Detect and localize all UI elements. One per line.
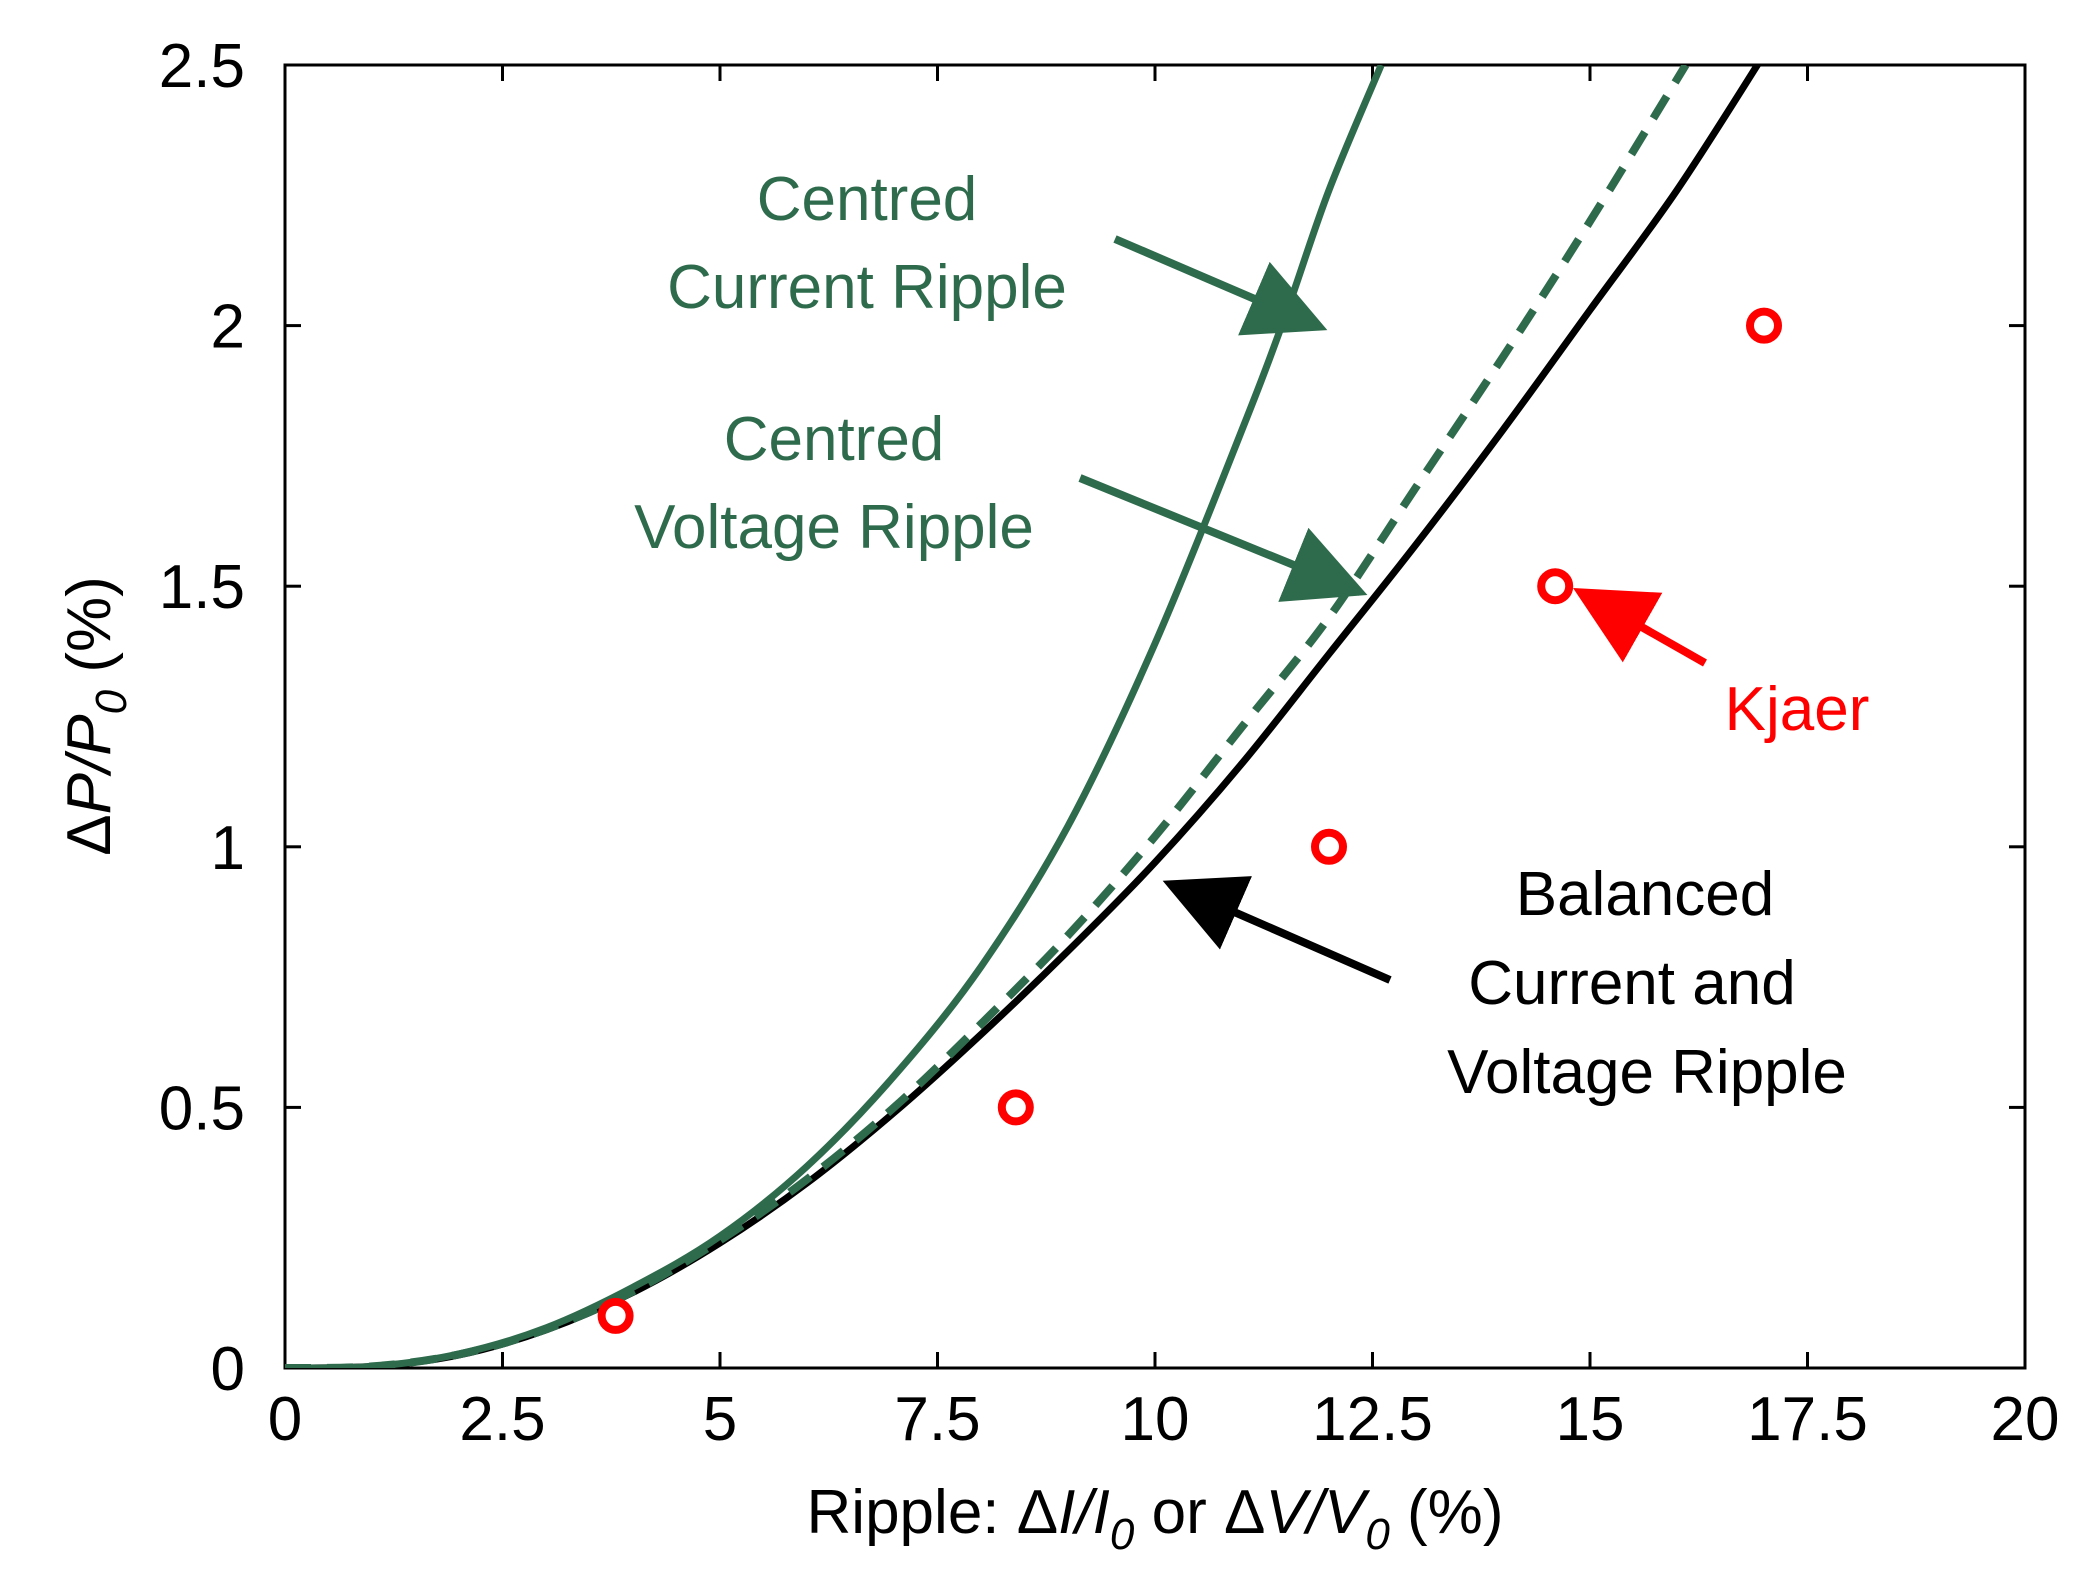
x-tick-label: 2.5 — [459, 1385, 545, 1454]
series-centred-current-ripple — [285, 65, 1385, 1368]
annotation-centred-current-line2: Current Ripple — [667, 253, 1067, 322]
x-tick-label: 12.5 — [1312, 1385, 1433, 1454]
y-axis-ticks: 0 0.5 1 1.5 2 2.5 — [159, 32, 2025, 1404]
annotation-balanced-line1: Balanced — [1516, 860, 1775, 929]
x-tick-label: 20 — [1991, 1385, 2060, 1454]
kjaer-marker — [1746, 307, 1782, 344]
annotation-kjaer: Kjaer — [1725, 675, 1870, 744]
y-axis-label: ΔP/P0 (%) — [55, 576, 136, 856]
y-tick-label: 2.5 — [159, 32, 245, 101]
kjaer-marker — [1537, 568, 1574, 605]
y-tick-label: 2 — [211, 293, 245, 362]
kjaer-marker — [997, 1089, 1034, 1126]
annotation-balanced-line2: Current and — [1468, 949, 1795, 1018]
y-tick-label: 1.5 — [159, 553, 245, 622]
arrow-balanced — [1162, 876, 1392, 984]
x-axis-ticks: 0 2.5 5 7.5 10 12.5 15 17.5 20 — [268, 65, 2060, 1454]
y-tick-label: 0.5 — [159, 1074, 245, 1143]
arrow-centred-current — [1113, 235, 1328, 336]
x-tick-label: 17.5 — [1747, 1385, 1868, 1454]
annotation-centred-voltage-line2: Voltage Ripple — [634, 493, 1034, 562]
x-tick-label: 0 — [268, 1385, 302, 1454]
annotation-centred-current-line1: Centred — [757, 165, 978, 234]
arrow-kjaer — [1573, 588, 1707, 667]
kjaer-marker — [597, 1297, 634, 1334]
series-layer — [285, 65, 1762, 1368]
kjaer-marker — [1311, 828, 1347, 865]
plot-area — [283, 63, 2027, 1370]
x-tick-label: 10 — [1121, 1385, 1190, 1454]
marker-layer — [597, 307, 1782, 1334]
y-tick-label: 0 — [211, 1335, 245, 1404]
annotation-centred-voltage-line1: Centred — [724, 405, 945, 474]
annotation-balanced-line3: Voltage Ripple — [1447, 1038, 1847, 1107]
x-axis-label: Ripple: ΔI/I0 or ΔV/V0 (%) — [807, 1478, 1504, 1559]
x-tick-label: 15 — [1556, 1385, 1625, 1454]
x-tick-label: 5 — [703, 1385, 737, 1454]
arrow-centred-voltage — [1078, 474, 1368, 602]
x-tick-label: 7.5 — [894, 1385, 980, 1454]
y-tick-label: 1 — [211, 814, 245, 883]
